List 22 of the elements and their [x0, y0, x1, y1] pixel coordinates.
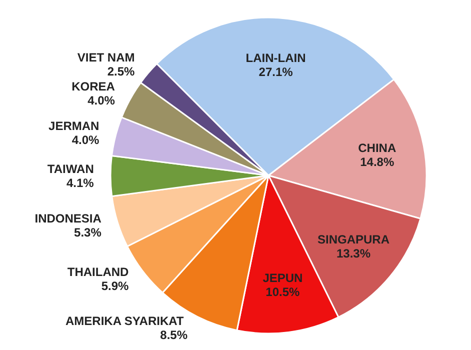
- slice-label: JEPUN: [262, 271, 303, 286]
- data-label: 8.5%: [160, 328, 188, 342]
- slice-label: TAIWAN: [47, 162, 94, 176]
- slice-label: LAIN-LAIN: [246, 51, 306, 66]
- data-label: 4.1%: [66, 176, 94, 190]
- data-label: 4.0%: [88, 93, 116, 108]
- data-label: 2.5%: [107, 64, 136, 79]
- data-label: 5.9%: [101, 278, 130, 293]
- data-label: 4.0%: [72, 133, 100, 148]
- data-label: 14.8%: [360, 154, 394, 169]
- data-label: 5.3%: [74, 226, 102, 240]
- slice-label: INDONESIA: [34, 212, 102, 226]
- data-label: 13.3%: [336, 246, 371, 260]
- data-label: 10.5%: [266, 285, 300, 300]
- data-label: 27.1%: [258, 65, 294, 80]
- slice-label: VIET NAM: [77, 50, 135, 65]
- slice-label: KOREA: [72, 79, 116, 94]
- slice-label: JERMAN: [48, 119, 100, 134]
- slice-label: THAILAND: [67, 264, 130, 279]
- slice-label: AMERIKA SYARIKAT: [66, 314, 184, 328]
- slice-label: CHINA: [358, 140, 396, 155]
- slice-label: SINGAPURA: [317, 232, 390, 246]
